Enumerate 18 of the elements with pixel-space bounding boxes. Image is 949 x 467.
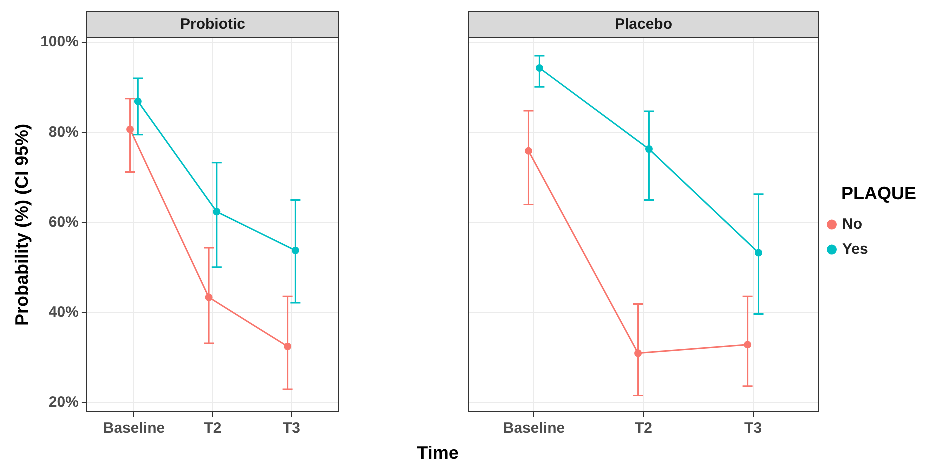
y-tick-label: 20% (48, 394, 79, 412)
y-tick-label: 60% (48, 214, 79, 231)
x-tick-label: T2 (634, 420, 653, 438)
y-tick-label: 80% (48, 124, 79, 141)
x-tick-label: Baseline (503, 420, 566, 438)
chart-title: Probiotic (180, 16, 246, 34)
x-tick-label: T2 (204, 420, 222, 438)
x-tick-label: T3 (744, 420, 762, 438)
y-tick-label: 100% (40, 34, 79, 51)
legend-label: Yes (842, 240, 868, 258)
y-axis-title: Probability (%) (CI 95%) (12, 124, 32, 326)
x-tick-label: Baseline (103, 420, 166, 438)
legend-title: PLAQUE (841, 184, 917, 204)
legend-label: No (842, 216, 862, 233)
x-axis-title: Time (416, 443, 460, 464)
y-tick-label: 40% (48, 304, 79, 322)
chart-title: Placebo (614, 16, 673, 34)
x-tick-label: T3 (282, 420, 300, 438)
